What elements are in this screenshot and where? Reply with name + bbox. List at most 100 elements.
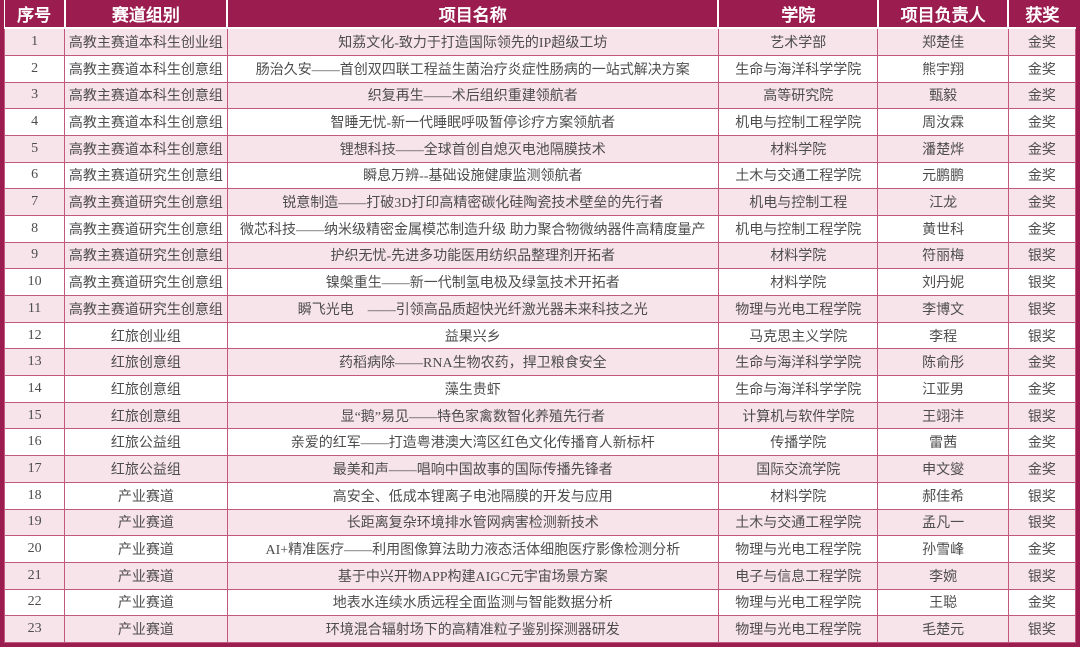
cell-award: 金奖	[1007, 375, 1077, 403]
cell-award: 金奖	[1007, 188, 1077, 216]
cell-college: 机电与控制工程学院	[717, 214, 879, 243]
cell-group: 产业赛道	[64, 481, 228, 510]
table-row: 14 红旅创意组 藻生贵虾 生命与海洋科学学院 江亚男 金奖	[3, 375, 1077, 403]
cell-college: 土木与交通工程学院	[717, 161, 879, 190]
cell-index: 21	[3, 561, 66, 590]
cell-index: 16	[3, 428, 66, 457]
cell-college: 国际交流学院	[717, 455, 879, 483]
table-row: 2 高教主赛道本科生创意组 肠治久安——首创双四联工程益生菌治疗炎症性肠病的一站式解…	[3, 54, 1077, 83]
cell-project: 高安全、低成本锂离子电池隔膜的开发与应用	[226, 481, 719, 510]
cell-college: 材料学院	[717, 241, 879, 270]
header-college: 学院	[718, 0, 879, 29]
cell-index: 3	[3, 81, 66, 110]
cell-group: 红旅创业组	[64, 321, 228, 350]
cell-group: 高教主赛道本科生创意组	[64, 54, 228, 83]
cell-group: 高教主赛道研究生创意组	[64, 188, 228, 216]
cell-leader: 郑楚佳	[877, 27, 1009, 56]
cell-leader: 毛楚元	[877, 615, 1009, 643]
cell-group: 高教主赛道研究生创意组	[64, 295, 228, 323]
cell-project: 亲爱的红军——打造粤港澳大湾区红色文化传播育人新标杆	[226, 428, 719, 457]
cell-index: 17	[3, 455, 66, 483]
cell-leader: 雷茜	[877, 428, 1009, 457]
cell-college: 生命与海洋科学学院	[717, 54, 879, 83]
cell-project: 肠治久安——首创双四联工程益生菌治疗炎症性肠病的一站式解决方案	[226, 54, 719, 83]
cell-college: 物理与光电工程学院	[717, 535, 879, 563]
header-project: 项目名称	[227, 0, 720, 29]
header-group: 赛道组别	[64, 0, 229, 29]
cell-award: 银奖	[1007, 401, 1077, 430]
cell-project: AI+精准医疗——利用图像算法助力液态活体细胞医疗影像检测分析	[226, 535, 719, 563]
table-row: 23 产业赛道 环境混合辐射场下的高精准粒子鉴别探测器研发 物理与光电工程学院 毛楚元银…	[3, 615, 1077, 643]
cell-index: 6	[3, 161, 66, 190]
cell-college: 物理与光电工程学院	[717, 615, 879, 643]
cell-college: 材料学院	[717, 481, 879, 510]
cell-college: 艺术学部	[717, 27, 879, 56]
cell-project: 地表水连续水质远程全面监测与智能数据分析	[226, 588, 719, 617]
table-row: 21 产业赛道 基于中兴开物APP构建AIGC元宇宙场景方案 电子与信息工程学院 李婉银…	[3, 561, 1077, 590]
cell-project: 镍槃重生——新一代制氢电极及绿氢技术开拓者	[226, 268, 719, 296]
cell-college: 土木与交通工程学院	[717, 508, 879, 537]
cell-leader: 申文燮	[877, 455, 1009, 483]
cell-leader: 王聪	[877, 588, 1009, 617]
cell-leader: 元鹏鹏	[877, 161, 1009, 190]
cell-index: 22	[3, 588, 66, 617]
cell-college: 传播学院	[717, 428, 879, 457]
cell-group: 产业赛道	[64, 535, 228, 563]
cell-group: 产业赛道	[64, 561, 228, 590]
cell-college: 机电与控制工程学院	[717, 108, 879, 136]
cell-award: 金奖	[1007, 428, 1077, 457]
table-row: 10 高教主赛道研究生创意组 镍槃重生——新一代制氢电极及绿氢技术开拓者 材料学院 刘丹…	[3, 268, 1077, 296]
cell-project: 锐意制造——打破3D打印高精密碳化硅陶瓷技术壁垒的先行者	[226, 188, 719, 216]
table-row: 20 产业赛道 AI+精准医疗——利用图像算法助力液态活体细胞医疗影像检测分析 物理与…	[3, 535, 1077, 563]
header-award: 获奖	[1008, 0, 1076, 29]
cell-group: 高教主赛道本科生创意组	[64, 81, 228, 110]
table-row: 4 高教主赛道本科生创意组 智睡无忧-新一代睡眠呼吸暂停诊疗方案领航者 机电与控制工程…	[3, 108, 1077, 136]
table-row: 15 红旅创意组 显“鹅”易见——特色家禽数智化养殖先行者 计算机与软件学院 王翊沣 银奖	[3, 401, 1077, 430]
cell-index: 23	[3, 615, 66, 643]
cell-group: 红旅创意组	[64, 401, 228, 430]
cell-index: 7	[3, 188, 66, 216]
cell-leader: 郝佳希	[877, 481, 1009, 510]
cell-project: 智睡无忧-新一代睡眠呼吸暂停诊疗方案领航者	[226, 108, 719, 136]
table-header: 序号 赛道组别 项目名称 学院 项目负责人 获奖	[4, 0, 1076, 29]
table-row: 8 高教主赛道研究生创意组 微芯科技——纳米级精密金属模芯制造升级 助力聚合物微纳器…	[3, 214, 1077, 243]
cell-group: 产业赛道	[64, 588, 228, 617]
cell-group: 红旅创意组	[64, 348, 228, 377]
cell-leader: 黄世科	[877, 214, 1009, 243]
cell-project: 显“鹅”易见——特色家禽数智化养殖先行者	[226, 401, 719, 430]
cell-leader: 甄毅	[877, 81, 1009, 110]
cell-project: 最美和声——唱响中国故事的国际传播先锋者	[226, 455, 719, 483]
cell-group: 高教主赛道研究生创意组	[64, 161, 228, 190]
cell-index: 14	[3, 375, 66, 403]
cell-leader: 潘楚烨	[877, 134, 1009, 163]
cell-group: 高教主赛道本科生创业组	[64, 27, 228, 56]
cell-college: 生命与海洋科学学院	[717, 348, 879, 377]
cell-award: 金奖	[1007, 214, 1077, 243]
cell-project: 基于中兴开物APP构建AIGC元宇宙场景方案	[226, 561, 719, 590]
cell-college: 物理与光电工程学院	[717, 295, 879, 323]
cell-leader: 李婉	[877, 561, 1009, 590]
cell-college: 机电与控制工程	[717, 188, 879, 216]
cell-group: 红旅创意组	[64, 375, 228, 403]
awards-table: 序号 赛道组别 项目名称 学院 项目负责人 获奖 1 高教主赛道本科生创业组 知荔文…	[3, 0, 1077, 643]
cell-project: 织复再生——术后组织重建领航者	[226, 81, 719, 110]
cell-leader: 王翊沣	[877, 401, 1009, 430]
cell-leader: 李博文	[877, 295, 1009, 323]
table-row: 7 高教主赛道研究生创意组 锐意制造——打破3D打印高精密碳化硅陶瓷技术壁垒的先行者…	[3, 188, 1077, 216]
table-row: 3 高教主赛道本科生创意组 织复再生——术后组织重建领航者 高等研究院 甄毅 金奖	[3, 81, 1077, 110]
cell-award: 银奖	[1007, 268, 1077, 296]
cell-group: 高教主赛道研究生创意组	[64, 241, 228, 270]
cell-group: 产业赛道	[64, 615, 228, 643]
cell-project: 瞬息万辨--基础设施健康监测领航者	[226, 161, 719, 190]
cell-project: 微芯科技——纳米级精密金属模芯制造升级 助力聚合物微纳器件高精度量产	[226, 214, 719, 243]
cell-leader: 陈俞彤	[877, 348, 1009, 377]
cell-project: 长距离复杂环境排水管网病害检测新技术	[226, 508, 719, 537]
cell-group: 高教主赛道本科生创意组	[64, 134, 228, 163]
cell-college: 生命与海洋科学学院	[717, 375, 879, 403]
cell-leader: 符丽梅	[877, 241, 1009, 270]
cell-project: 锂想科技——全球首创自熄灭电池隔膜技术	[226, 134, 719, 163]
cell-leader: 江龙	[877, 188, 1009, 216]
cell-group: 红旅公益组	[64, 455, 228, 483]
cell-award: 金奖	[1007, 588, 1077, 617]
cell-award: 金奖	[1007, 455, 1077, 483]
